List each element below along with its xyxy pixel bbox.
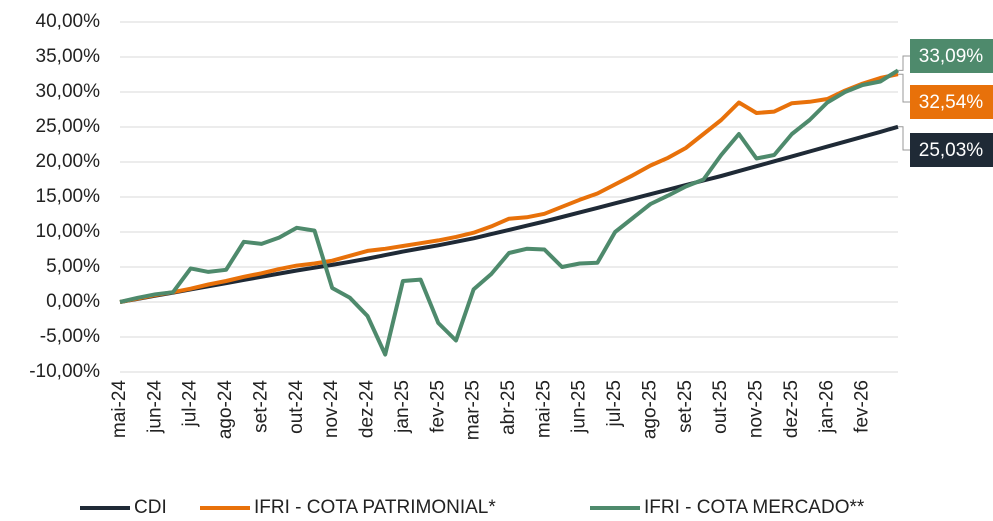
x-tick-label: mai-25 xyxy=(533,380,554,438)
x-tick-label: out-24 xyxy=(286,380,307,434)
x-tick-label: dez-24 xyxy=(357,380,378,439)
x-tick-label: set-25 xyxy=(675,380,696,433)
label-connector xyxy=(898,73,910,103)
y-tick-label: 5,00% xyxy=(46,256,100,277)
x-tick-label: out-25 xyxy=(710,380,731,434)
value-label-box xyxy=(910,39,993,73)
value-label-box xyxy=(910,133,993,167)
x-tick-label: jan-26 xyxy=(816,380,837,434)
x-tick-label: ago-24 xyxy=(215,380,236,440)
x-tick-label: fev-26 xyxy=(852,380,873,433)
series-line xyxy=(119,68,900,357)
x-tick-label: jul-25 xyxy=(604,380,625,427)
x-tick-label: set-24 xyxy=(250,380,271,433)
legend-label: IFRI - COTA MERCADO** xyxy=(644,497,865,518)
y-tick-label: 30,00% xyxy=(36,81,101,102)
x-tick-label: jun-25 xyxy=(569,380,590,434)
x-tick-label: ago-25 xyxy=(639,380,660,439)
series-line xyxy=(119,124,899,304)
series-line xyxy=(119,72,899,304)
x-tick-label: dez-25 xyxy=(781,380,802,438)
x-tick-label: jul-24 xyxy=(180,380,201,428)
value-label-box xyxy=(910,85,993,119)
y-tick-label: 10,00% xyxy=(36,221,101,242)
value-label: 32,54% xyxy=(919,92,984,113)
legend-label: IFRI - COTA PATRIMONIAL* xyxy=(254,497,496,518)
x-tick-label: nov-25 xyxy=(746,380,767,438)
y-tick-label: 25,00% xyxy=(36,116,101,137)
label-connector xyxy=(898,126,910,151)
x-tick-label: mar-25 xyxy=(463,380,484,440)
x-tick-label: mai-24 xyxy=(109,380,130,439)
x-tick-label: nov-24 xyxy=(321,380,342,439)
y-tick-label: 20,00% xyxy=(36,151,101,172)
y-tick-label: 35,00% xyxy=(36,46,101,67)
legend-label: CDI xyxy=(134,497,167,518)
y-tick-label: 15,00% xyxy=(36,186,101,207)
x-tick-label: jun-24 xyxy=(144,380,165,434)
x-tick-label: jan-25 xyxy=(392,380,413,434)
x-tick-label: abr-25 xyxy=(498,380,519,435)
label-connector xyxy=(898,55,910,71)
value-label: 33,09% xyxy=(919,46,984,67)
y-tick-label: -10,00% xyxy=(29,361,100,382)
y-tick-label: -5,00% xyxy=(40,326,100,347)
y-tick-label: 40,00% xyxy=(36,11,101,32)
value-label: 25,03% xyxy=(919,140,984,161)
x-tick-label: fev-25 xyxy=(427,380,448,433)
y-tick-label: 0,00% xyxy=(46,291,100,312)
